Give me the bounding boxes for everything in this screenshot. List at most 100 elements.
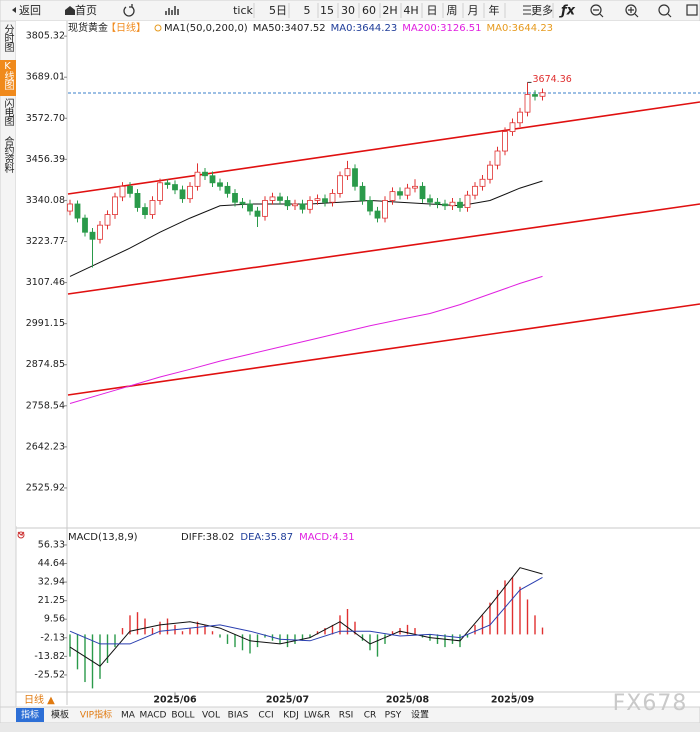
candle-body	[89, 231, 96, 240]
indicator-tab[interactable]: KDJ	[283, 711, 299, 721]
side-tab[interactable]: 合约资料	[2, 135, 14, 174]
x-tick-label: 2025/09	[491, 695, 534, 706]
candle-body	[434, 201, 441, 205]
toolbar-button[interactable]: 日	[427, 4, 438, 17]
toolbar-button[interactable]: 月	[468, 4, 479, 17]
refresh-icon[interactable]	[123, 4, 135, 17]
indicator-tab[interactable]: MA	[121, 711, 136, 721]
candle-body	[67, 203, 73, 212]
period-selector[interactable]: 日线 ▲	[24, 693, 55, 706]
x-tick-label: 2025/06	[153, 695, 197, 706]
candle-body	[487, 164, 493, 180]
trend-lines	[67, 101, 700, 396]
indicator-tab[interactable]: LW&R	[304, 711, 330, 721]
candle-body	[352, 168, 358, 187]
indicator-tab[interactable]: CCI	[258, 711, 273, 721]
side-tab[interactable]: 分时图	[2, 24, 14, 53]
toolbar-button[interactable]: tick	[233, 4, 253, 17]
indicator-tab[interactable]: CR	[364, 711, 377, 721]
indicator-tab[interactable]: MACD	[140, 711, 167, 721]
macd-legend-item: DIFF:38.02	[181, 532, 234, 543]
candle-body	[344, 168, 351, 177]
macd-legend-item: MACD:4.31	[299, 532, 355, 543]
bar-chart-icon[interactable]	[165, 6, 179, 15]
candle-body	[329, 192, 336, 203]
macd-y-tick-label: 32.94	[38, 577, 65, 588]
toolbar-button[interactable]: 5	[304, 4, 311, 17]
candle-body	[307, 200, 313, 210]
candle-body	[239, 201, 246, 205]
toolbar-button[interactable]: 周	[447, 4, 458, 17]
candle-body	[142, 207, 148, 215]
y-tick-label: 3456.39	[26, 154, 65, 165]
legend-item: MA1(50,0,200,0)	[164, 23, 248, 34]
indicator-tab[interactable]: BOLL	[171, 711, 194, 721]
toolbar-button[interactable]: 首页	[75, 3, 97, 17]
candle-body	[284, 200, 291, 207]
candle-body	[232, 192, 238, 203]
candle-body	[419, 185, 426, 200]
candle-body	[127, 185, 133, 194]
candle-body	[97, 224, 103, 240]
candle-body	[247, 203, 253, 212]
candle-body	[479, 178, 486, 187]
macd-title: MACD(13,8,9)	[68, 532, 138, 543]
x-tick-label: 2025/08	[386, 695, 430, 706]
candle-body	[457, 201, 463, 208]
candle-body	[202, 171, 208, 177]
macd-y-tick-label: 56.33	[38, 539, 65, 550]
settings-dot[interactable]	[154, 24, 162, 32]
candle-body	[209, 175, 216, 184]
indicator-tab[interactable]: 设置	[411, 710, 429, 721]
y-tick-label: 2525.92	[26, 482, 65, 493]
toolbar-button[interactable]: 返回	[19, 4, 41, 17]
moving-average	[69, 275, 543, 404]
candle-body	[187, 185, 193, 200]
home-icon[interactable]	[65, 6, 75, 15]
trend-line	[67, 303, 700, 396]
legend-item: MA200:3126.51	[402, 23, 481, 34]
candle-body	[292, 203, 298, 207]
indicator-tab[interactable]: 指标	[21, 709, 39, 721]
macd-y-tick-label: -25.52	[34, 669, 65, 680]
indicator-tab[interactable]: PSY	[385, 711, 402, 721]
candle-body	[262, 200, 268, 217]
candle-body	[112, 196, 118, 215]
candle-body	[194, 171, 201, 187]
macd-legend: DIFF:38.02 DEA:35.87 MACD:4.31	[181, 532, 355, 543]
indicator-tab[interactable]: VIP指标	[80, 709, 112, 721]
macd-y-tick-label: -2.13	[40, 632, 65, 643]
candle-body	[404, 187, 411, 196]
fx-icon[interactable]: ƒx	[559, 4, 576, 19]
candle-body	[149, 200, 156, 215]
toolbar-button[interactable]: 年	[489, 3, 500, 17]
toolbar-button[interactable]: 15	[320, 4, 334, 17]
indicator-tab[interactable]: BIAS	[228, 711, 249, 721]
trend-line	[67, 101, 700, 195]
candle-body	[539, 92, 546, 97]
toolbar-button[interactable]: 60	[362, 4, 376, 17]
toolbar-items: 返回 首页 tick 5日 5 15 30 60 2H 4H 日周月年 更多	[19, 3, 554, 18]
indicator-tab[interactable]: 模板	[51, 709, 69, 721]
more-icon[interactable]	[523, 5, 531, 15]
candle-body	[74, 203, 81, 219]
toolbar-button[interactable]: 4H	[403, 4, 418, 17]
candle-body	[119, 185, 126, 198]
back-icon[interactable]	[12, 7, 16, 13]
candle-body	[367, 200, 373, 212]
toolbar-button[interactable]: 2H	[382, 4, 397, 17]
indicator-tab[interactable]: RSI	[339, 711, 354, 721]
y-tick-label: 2874.85	[26, 359, 65, 370]
macd-dea-line	[69, 576, 543, 645]
macd-chart: 56.33 44.64 32.94 21.25 9.56 -2.13 -13.82 -25.5…	[34, 539, 544, 689]
side-tab[interactable]: 闪电图	[2, 97, 14, 127]
toolbar-button[interactable]: 更多	[531, 3, 553, 17]
candle-body	[389, 191, 396, 201]
zoom-icons[interactable]	[590, 4, 698, 18]
toolbar-button[interactable]: 5日	[269, 4, 287, 17]
toolbar-button[interactable]: 30	[341, 4, 355, 17]
side-tab[interactable]: K线图	[2, 61, 14, 91]
indicator-tab[interactable]: VOL	[202, 711, 220, 721]
candle-body	[254, 210, 261, 217]
